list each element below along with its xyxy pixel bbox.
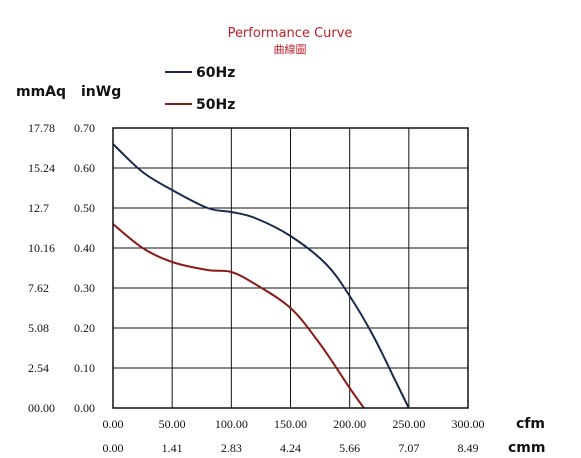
y-tick-label-inwg: 0.70 bbox=[74, 121, 95, 135]
x-tick-label-cmm: 7.07 bbox=[398, 441, 419, 455]
x-tick-label-cmm: 8.49 bbox=[458, 441, 479, 455]
x-tick-label-cmm: 0.00 bbox=[103, 441, 124, 455]
x-tick-label-cfm: 200.00 bbox=[333, 417, 366, 431]
y-tick-label-inwg: 0.60 bbox=[74, 161, 95, 175]
x-tick-label-cfm: 0.00 bbox=[103, 417, 124, 431]
y-axis-label-mmaq: mmAq bbox=[16, 84, 66, 100]
chart-subtitle: 曲線圖 bbox=[274, 42, 307, 56]
chart-title: Performance Curve bbox=[228, 26, 353, 41]
y-tick-label-mmaq: 00.00 bbox=[28, 401, 55, 415]
y-tick-label-mmaq: 7.62 bbox=[28, 281, 49, 295]
y-tick-label-mmaq: 15.24 bbox=[28, 161, 55, 175]
legend-label-60hz: 60Hz bbox=[196, 65, 235, 81]
y-tick-label-inwg: 0.20 bbox=[74, 321, 95, 335]
y-tick-label-mmaq: 5.08 bbox=[28, 321, 49, 335]
x-tick-label-cfm: 100.00 bbox=[215, 417, 248, 431]
y-tick-label-inwg: 0.40 bbox=[74, 241, 95, 255]
x-tick-label-cmm: 1.41 bbox=[162, 441, 183, 455]
y-tick-label-mmaq: 2.54 bbox=[28, 361, 49, 375]
y-axis-label-inwg: inWg bbox=[81, 84, 121, 100]
x-tick-label-cfm: 150.00 bbox=[274, 417, 307, 431]
chart-series bbox=[112, 143, 410, 409]
legend: 60Hz 50Hz bbox=[165, 65, 235, 113]
legend-label-50hz: 50Hz bbox=[196, 97, 235, 113]
y-tick-label-inwg: 0.10 bbox=[74, 361, 95, 375]
plot-frame bbox=[112, 127, 469, 409]
x-axis-label-cfm: cfm bbox=[516, 416, 545, 432]
series-line-50hz bbox=[112, 223, 365, 409]
series-line-60hz bbox=[112, 143, 410, 409]
x-tick-label-cfm: 250.00 bbox=[392, 417, 425, 431]
x-tick-label-cmm: 5.66 bbox=[339, 441, 360, 455]
chart-ticks: 0.00 0.00 50.00 1.41 100.00 2.83 150.00 4.24 200… bbox=[28, 121, 485, 455]
y-tick-label-inwg: 0.00 bbox=[74, 401, 95, 415]
y-tick-label-mmaq: 10.16 bbox=[28, 241, 55, 255]
x-tick-label-cfm: 300.00 bbox=[452, 417, 485, 431]
x-axis-label-cmm: cmm bbox=[508, 440, 545, 456]
y-tick-label-mmaq: 12.7 bbox=[28, 201, 49, 215]
y-tick-label-inwg: 0.50 bbox=[74, 201, 95, 215]
x-tick-label-cmm: 2.83 bbox=[221, 441, 242, 455]
chart-grid bbox=[112, 127, 469, 409]
y-tick-label-mmaq: 17.78 bbox=[28, 121, 55, 135]
x-tick-label-cmm: 4.24 bbox=[280, 441, 301, 455]
y-tick-label-inwg: 0.30 bbox=[74, 281, 95, 295]
x-tick-label-cfm: 50.00 bbox=[159, 417, 186, 431]
